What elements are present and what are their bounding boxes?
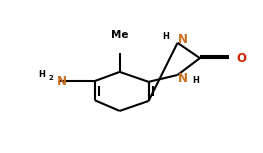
Text: H: H <box>162 32 169 41</box>
Text: 2: 2 <box>49 75 53 81</box>
Text: H: H <box>192 76 199 85</box>
Text: O: O <box>237 52 247 65</box>
Text: H: H <box>38 71 45 79</box>
Text: N: N <box>57 75 67 88</box>
Text: Me: Me <box>111 30 128 40</box>
Text: N: N <box>178 33 188 46</box>
Text: N: N <box>178 72 188 84</box>
